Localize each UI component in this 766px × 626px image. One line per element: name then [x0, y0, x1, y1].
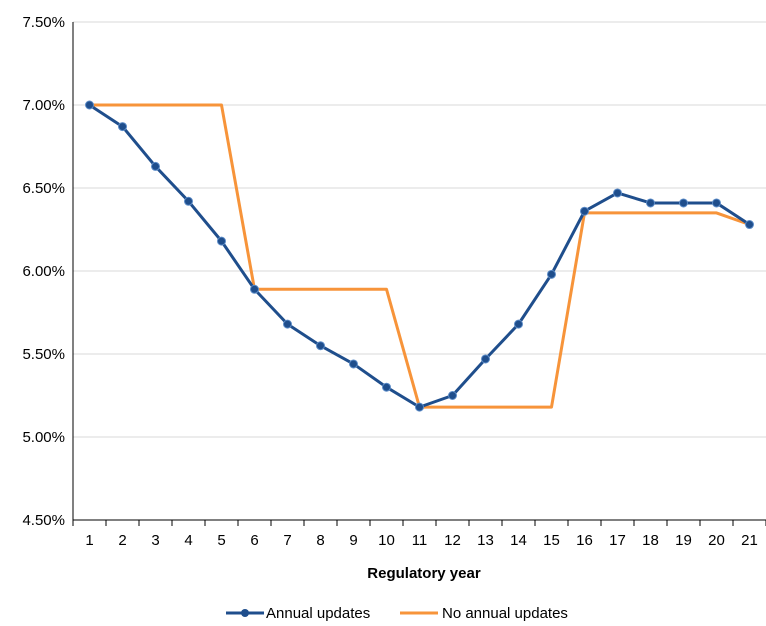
- x-tick-label: 8: [316, 532, 324, 549]
- data-point: [349, 359, 358, 369]
- data-point: [580, 206, 589, 216]
- data-point: [613, 188, 622, 198]
- y-tick-label: 7.50%: [22, 14, 65, 31]
- y-tick-label: 6.50%: [22, 180, 65, 197]
- data-point: [514, 319, 523, 329]
- x-tick-label: 21: [741, 532, 758, 549]
- data-point: [712, 198, 721, 208]
- legend: Annual updates No annual updates: [226, 605, 568, 622]
- y-tick-label: 6.00%: [22, 263, 65, 280]
- data-point: [448, 391, 457, 400]
- data-point: [745, 220, 754, 230]
- x-tick-label: 2: [118, 532, 126, 549]
- data-point: [184, 196, 193, 206]
- data-point: [316, 341, 325, 351]
- y-tick-label: 5.50%: [22, 346, 65, 363]
- x-axis-title: Regulatory year: [367, 565, 481, 582]
- x-tick-label: 9: [349, 532, 357, 549]
- data-point: [481, 354, 490, 364]
- x-tick-label: 18: [642, 532, 659, 549]
- x-tick-label: 17: [609, 532, 626, 549]
- data-point: [118, 122, 127, 132]
- data-point: [415, 402, 424, 412]
- legend-label-no-annual: No annual updates: [442, 605, 568, 622]
- x-tick-label: 14: [510, 532, 527, 549]
- legend-marker-annual: [241, 609, 249, 617]
- x-tick-label: 15: [543, 532, 560, 549]
- data-point: [283, 319, 292, 329]
- y-tick-label: 4.50%: [22, 512, 65, 529]
- x-tick-label: 20: [708, 532, 725, 549]
- data-point: [646, 198, 655, 208]
- x-tick-label: 3: [151, 532, 159, 549]
- x-tick-label: 12: [444, 532, 461, 549]
- x-tick-label: 13: [477, 532, 494, 549]
- x-tick-label: 1: [85, 532, 93, 549]
- data-point: [151, 161, 160, 171]
- series-line-1: [88, 103, 751, 409]
- x-tick-label: 5: [217, 532, 225, 549]
- series-line-0: [88, 103, 751, 409]
- x-tick-label: 10: [378, 532, 395, 549]
- axes: [72, 22, 766, 521]
- x-tick-label: 7: [283, 532, 291, 549]
- gridlines: [73, 21, 766, 521]
- legend-label-annual: Annual updates: [266, 605, 370, 622]
- x-tick-label: 16: [576, 532, 593, 549]
- x-tick-label: 11: [412, 532, 428, 549]
- series-layer: [85, 100, 754, 412]
- y-tick-label: 5.00%: [22, 429, 65, 446]
- x-tick-label: 19: [675, 532, 692, 549]
- x-tick-label: 4: [184, 532, 192, 549]
- y-tick-label: 7.00%: [22, 97, 65, 114]
- y-axis-ticks: 4.50% 5.00% 5.50% 6.00% 6.50% 7.00% 7.50%: [22, 14, 65, 529]
- data-point: [85, 100, 94, 110]
- data-point: [217, 236, 226, 246]
- data-point: [382, 382, 391, 392]
- x-tick-label: 6: [250, 532, 258, 549]
- data-point: [679, 198, 688, 208]
- x-axis-ticks: 1 2 3 4 5 6 7 8 9 10 11 12 13 14 15 16 17 18 19 20 21: [72, 520, 766, 549]
- data-point: [250, 284, 259, 294]
- data-point: [547, 269, 556, 279]
